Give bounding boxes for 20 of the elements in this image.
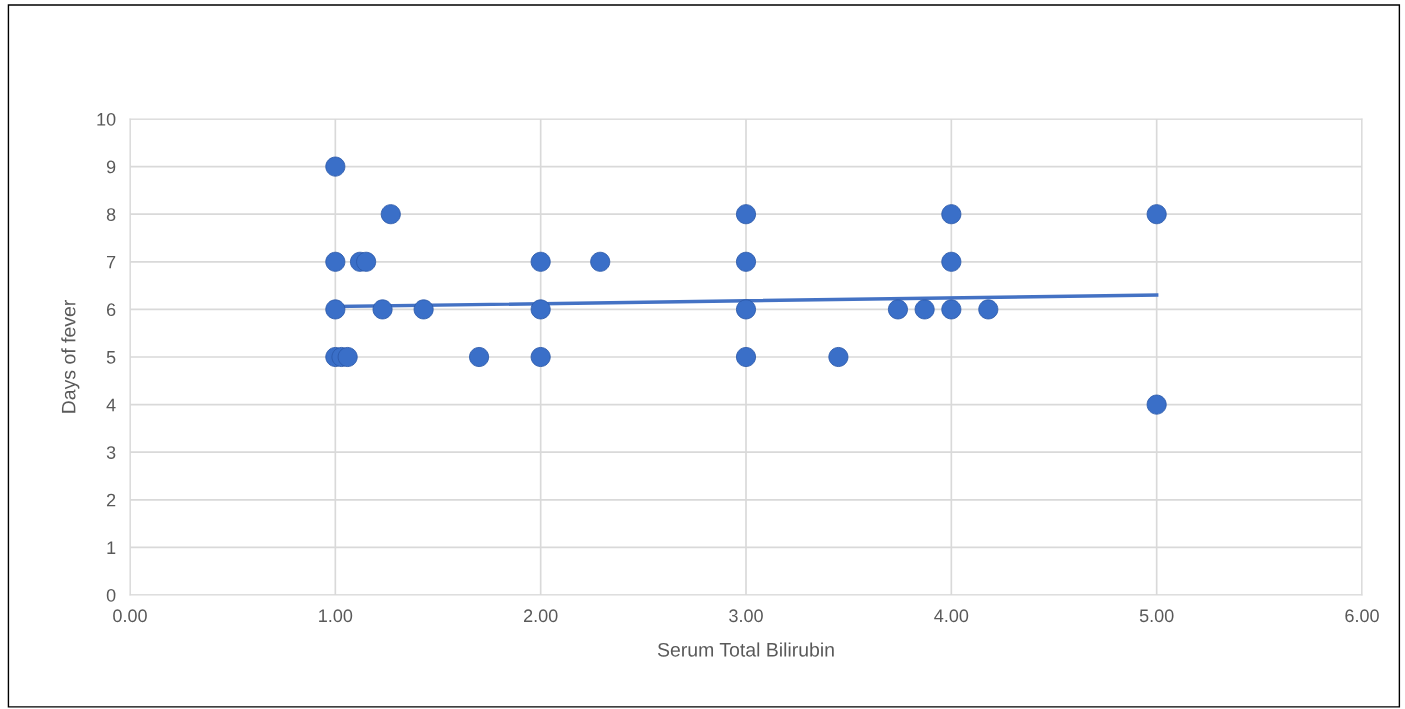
x-tick-label: 1.00 <box>319 609 353 623</box>
y-tick-label: 6 <box>106 303 116 317</box>
x-tick-label: 2.00 <box>524 609 558 623</box>
y-tick-label: 1 <box>107 541 116 554</box>
x-tick-label: 6.00 <box>1345 609 1379 623</box>
y-tick-label: 9 <box>106 160 116 174</box>
y-tick-label: 2 <box>106 493 116 507</box>
y-tick-label: 7 <box>107 255 116 269</box>
y-axis-title: Days of fever <box>61 300 80 413</box>
x-tick-label: 5.00 <box>1139 609 1174 623</box>
y-tick-label: 3 <box>106 446 116 459</box>
x-axis-title: Serum Total Bilirubin <box>657 642 834 657</box>
y-tick-label: 8 <box>106 208 116 221</box>
x-tick-label: 4.00 <box>934 609 969 623</box>
y-tick-label: 5 <box>106 351 116 364</box>
y-tick-label: 4 <box>106 398 116 412</box>
y-tick-label: 10 <box>97 112 116 126</box>
y-tick-label: 0 <box>106 588 116 602</box>
x-tick-label: 0.00 <box>113 609 147 623</box>
x-tick-label: 3.00 <box>729 609 763 623</box>
